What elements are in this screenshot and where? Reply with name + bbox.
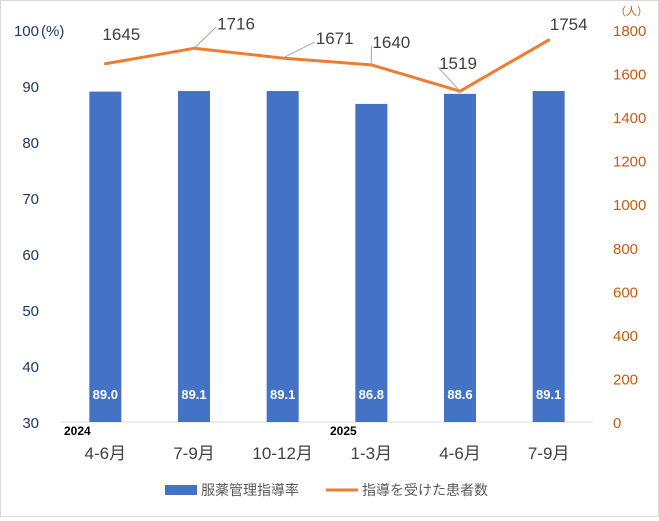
line-point <box>547 38 551 42</box>
data-label-leader <box>282 41 315 59</box>
line-data-labels: 1645 1716 1671 1640 1519 1754 <box>102 14 588 92</box>
data-label-leader <box>437 66 461 92</box>
line-value-label: 1754 <box>550 15 588 34</box>
category-label: 4-6月 <box>439 444 481 463</box>
right-tick-label: 400 <box>613 328 638 345</box>
bar-value-label: 86.8 <box>359 387 384 402</box>
right-tick-label: 1400 <box>613 110 646 127</box>
left-tick-label: 40 <box>22 359 39 376</box>
line-value-label: 1640 <box>372 33 410 52</box>
bar <box>355 103 388 423</box>
category-label: 7-9月 <box>173 444 215 463</box>
bar-series <box>89 91 565 423</box>
year-label: 2024 <box>64 424 91 438</box>
bar-value-label: 89.0 <box>93 387 118 402</box>
legend-line-label: 指導を受けた患者数 <box>362 482 488 498</box>
bar <box>89 91 122 422</box>
right-tick-label: 1200 <box>613 154 646 171</box>
line-value-label: 1671 <box>316 29 354 48</box>
line-value-label: 1519 <box>439 54 477 73</box>
category-label: 1-3月 <box>351 444 393 463</box>
bar <box>532 91 565 422</box>
bar-value-label: 89.1 <box>181 387 206 402</box>
bar-value-label: 89.1 <box>536 387 561 402</box>
right-tick-label: 1800 <box>613 23 646 40</box>
category-label: 4-6月 <box>85 444 127 463</box>
left-tick-label: 100 <box>14 23 39 40</box>
right-axis: 0 200 400 600 800 1000 1200 1400 1600 1800 <box>613 23 646 432</box>
year-label: 2025 <box>330 424 357 438</box>
bar-data-labels: 89.0 89.1 89.1 86.8 88.6 89.1 <box>93 387 562 402</box>
left-tick-label: 80 <box>22 135 39 152</box>
right-tick-label: 800 <box>613 241 638 258</box>
category-label: 10-12月 <box>252 444 312 463</box>
category-label: 7-9月 <box>528 444 570 463</box>
left-tick-label: 30 <box>22 415 39 432</box>
legend-bar-swatch <box>165 485 197 495</box>
line-value-label: 1645 <box>102 25 140 44</box>
right-tick-label: 0 <box>613 415 621 432</box>
left-tick-label: 70 <box>22 191 39 208</box>
x-axis: 4-6月 2024 7-9月 10-12月 1-3月 2025 4-6月 7-9月 <box>64 424 569 463</box>
right-tick-label: 200 <box>613 371 638 388</box>
line-value-label: 1716 <box>217 14 255 33</box>
line-point <box>103 62 107 66</box>
left-axis-unit: (%) <box>41 23 64 40</box>
right-tick-label: 1600 <box>613 67 646 84</box>
bar <box>444 93 476 422</box>
left-tick-label: 50 <box>22 303 39 320</box>
left-tick-label: 60 <box>22 247 39 264</box>
right-axis-unit: （人） <box>615 5 648 18</box>
data-label-leader <box>193 26 217 49</box>
left-tick-label: 90 <box>22 79 39 96</box>
bar <box>178 91 210 422</box>
bar-value-label: 88.6 <box>447 387 472 402</box>
bar <box>266 91 299 422</box>
right-tick-label: 1000 <box>613 197 646 214</box>
left-axis: 30 40 50 60 70 80 90 100 <box>14 23 39 432</box>
legend: 服薬管理指導率 指導を受けた患者数 <box>165 482 488 498</box>
right-tick-label: 600 <box>613 284 638 301</box>
line-path <box>105 38 550 93</box>
bar-value-label: 89.1 <box>270 387 295 402</box>
legend-bar-label: 服薬管理指導率 <box>201 482 299 498</box>
